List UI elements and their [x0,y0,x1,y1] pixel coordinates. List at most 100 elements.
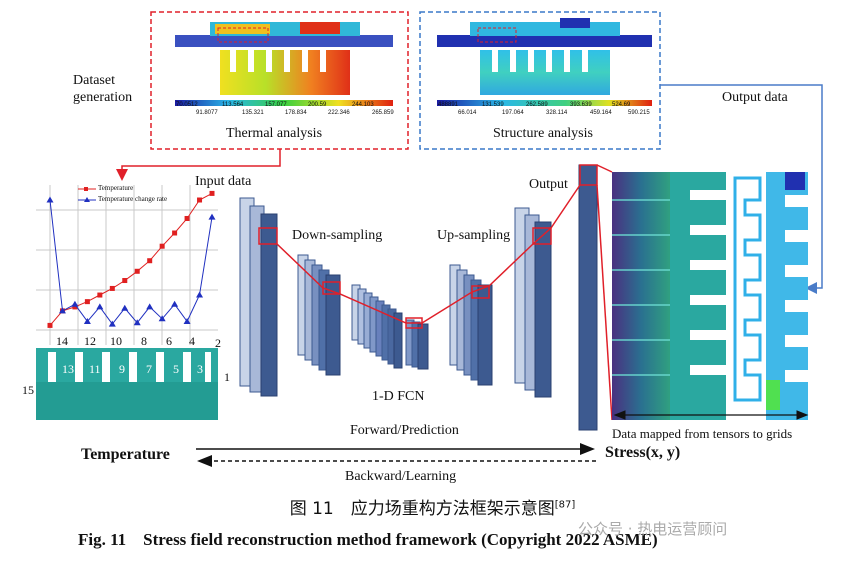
thermal-analysis-label: Thermal analysis [226,126,323,141]
feature-path [276,184,581,324]
groove-13: 13 [62,362,74,376]
input-chart [36,185,218,345]
groove-4: 4 [189,334,195,348]
data-point [83,317,91,324]
thermal-scale-3: 113.564 [222,102,244,108]
backward-label: Backward/Learning [345,469,457,484]
data-point [96,303,104,310]
bottleneck-stack [405,319,429,370]
thermal-scale-8: 222.346 [328,110,350,116]
data-point [97,292,103,298]
fcn-network [239,164,613,431]
thermal-scale-6: 178.834 [285,110,307,116]
legend-change-rate-text: Temperature change rate [98,195,168,203]
data-point [171,300,179,307]
temperature-series [47,190,215,328]
data-point [134,268,140,274]
structure-scale-6: 328.114 [546,110,568,116]
temperature-label: Temperature [81,446,170,463]
up-sampling-stack-2 [514,207,552,398]
down-sampling-stack-1 [297,254,341,376]
groove-7: 7 [146,362,152,376]
legend-change-rate-marker [84,197,90,202]
structure-to-output-arrow [660,84,823,294]
structure-scale-7: 393.639 [570,102,592,108]
data-point [159,243,165,249]
output-label: Output [529,177,568,192]
structure-scale-8: 459.164 [590,110,612,116]
groove-3: 3 [197,362,203,376]
groove-12: 12 [84,334,96,348]
data-point [146,303,154,310]
data-point [147,258,153,264]
down-sampling-label: Down-sampling [292,228,383,243]
data-point [46,196,54,203]
groove-5: 5 [173,362,179,376]
data-point [121,304,129,311]
rotor-segment-image [36,348,218,420]
temperature-change-rate-series [46,196,216,327]
fcn-label: 1-D FCN [372,389,425,404]
data-point [84,299,90,305]
structure-scale-10: 590.215 [628,110,650,116]
data-point [158,315,166,322]
dataset-generation-label: Dataset generation [73,73,133,105]
mapped-label: Data mapped from tensors to grids [612,426,793,441]
thermal-scale-1: 70.0512 [176,102,198,108]
data-point [208,213,216,220]
up-sampling-label: Up-sampling [437,228,511,243]
groove-1: 1 [224,370,230,384]
structure-scale-4: 197.064 [502,110,524,116]
groove-14: 14 [56,334,68,348]
structure-analysis-label: Structure analysis [493,126,593,141]
up-sampling-stack-1 [449,264,493,386]
thermal-to-input-arrow [116,149,281,181]
data-point [209,190,215,196]
structure-scale-3: 131.539 [482,102,504,108]
data-point [72,304,78,310]
legend-temperature-marker [84,187,88,191]
thermal-scale-7: 200.59 [308,102,327,108]
structure-scale-5: 262.589 [526,102,548,108]
stress-label: Stress(x, y) [605,444,681,461]
data-point [71,300,79,307]
groove-10: 10 [110,334,122,348]
output-grid-image [612,172,808,420]
forward-label: Forward/Prediction [350,423,459,438]
data-point [133,319,141,326]
data-point [197,197,203,203]
structure-scale-1: 488891 [438,102,459,108]
output-data-label: Output data [722,90,788,105]
groove-8: 8 [141,334,147,348]
thermal-scale-10: 265.859 [372,110,394,116]
data-point [108,320,116,327]
data-point [196,291,204,298]
thermal-scale-4: 135.321 [242,110,264,116]
thermal-scale-9: 244.103 [352,102,374,108]
groove-11: 11 [89,362,101,376]
data-point [184,215,190,221]
caption-en: Fig. 11 Stress field reconstruction meth… [78,530,658,549]
input-data-label: Input data [195,174,252,189]
thermal-scale-5: 157.077 [265,102,287,108]
structure-model-image [437,18,652,106]
thermal-scale-2: 91.8077 [196,110,218,116]
output-layer [578,164,598,431]
structure-scale-2: 66.014 [458,110,477,116]
data-point [109,285,115,291]
structure-analysis-box [419,11,661,150]
groove-9: 9 [119,362,125,376]
thermal-model-image [175,22,393,106]
caption-cn: 图 11 应力场重构方法框架示意图[87] [289,499,576,519]
series-line-1 [49,199,213,325]
data-point [58,307,66,314]
structure-scale-9: 524.69 [612,102,631,108]
groove-6: 6 [166,334,172,348]
legend-temperature-text: Temperature [98,184,134,192]
input-layer-stack [239,197,278,397]
down-sampling-stack-2 [351,284,403,369]
groove-15: 15 [22,383,34,397]
data-point [122,278,128,284]
data-point [172,230,178,236]
